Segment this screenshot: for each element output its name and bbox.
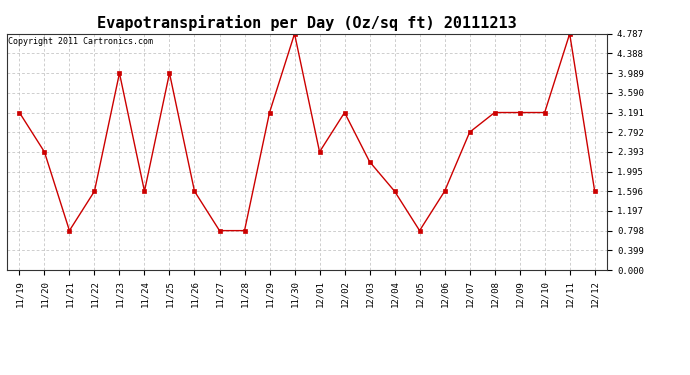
- Title: Evapotranspiration per Day (Oz/sq ft) 20111213: Evapotranspiration per Day (Oz/sq ft) 20…: [97, 15, 517, 31]
- Text: Copyright 2011 Cartronics.com: Copyright 2011 Cartronics.com: [8, 37, 153, 46]
